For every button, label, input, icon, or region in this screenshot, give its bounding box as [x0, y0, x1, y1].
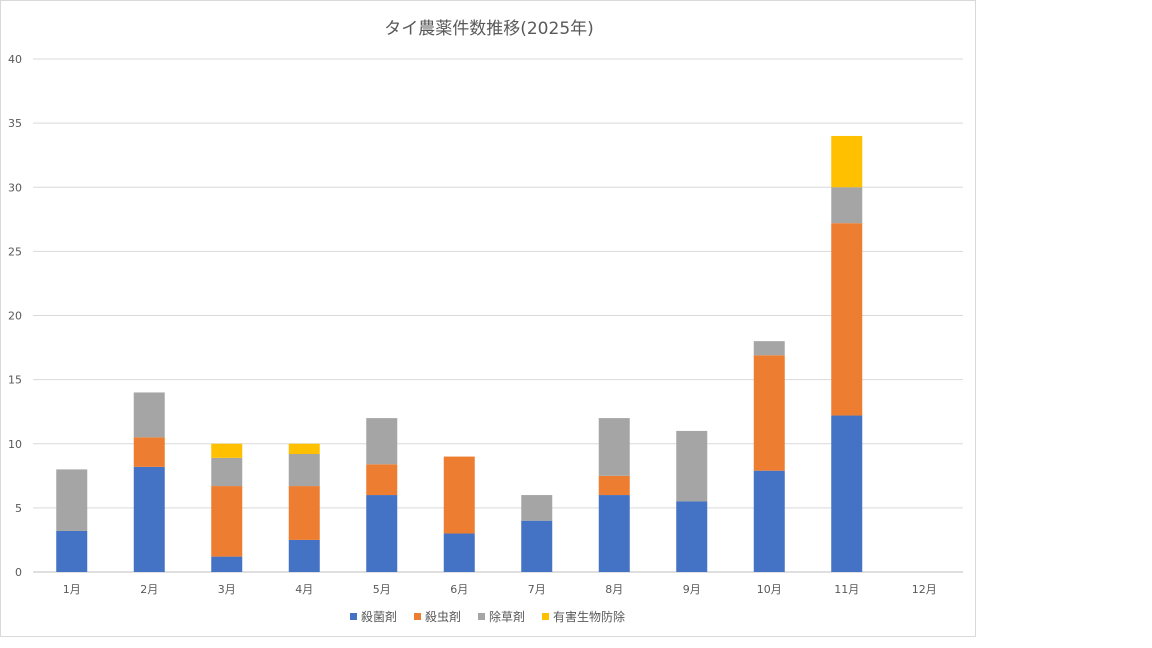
- bar-segment-3-2: [211, 486, 243, 557]
- x-tick-label: 10月: [757, 583, 782, 596]
- bars: [56, 135, 863, 572]
- y-tick-label: 35: [8, 117, 22, 130]
- x-tick-label: 9月: [683, 583, 701, 596]
- legend-swatch-3: [478, 613, 485, 620]
- y-tick-label: 15: [8, 374, 22, 387]
- bar-segment-7-1: [521, 520, 553, 572]
- legend-swatch-4: [542, 613, 549, 620]
- x-tick-label: 11月: [834, 583, 859, 596]
- bar-segment-10-3: [753, 341, 785, 356]
- bar-segment-9-3: [676, 430, 708, 502]
- chart-frame: タイ農薬件数推移(2025年) 0 5 10 15 20 25 30 35 40 1月 2月 3月 4…: [0, 0, 976, 637]
- legend-swatch-2: [414, 613, 421, 620]
- bar-segment-2-1: [133, 466, 165, 572]
- x-tick-label: 12月: [912, 583, 937, 596]
- y-axis-ticks: 0 5 10 15 20 25 30 35 40: [8, 53, 22, 579]
- bar-segment-6-1: [443, 533, 475, 572]
- x-tick-label: 6月: [450, 583, 468, 596]
- bar-segment-6-2: [443, 456, 475, 534]
- bar-segment-8-1: [598, 495, 630, 572]
- legend-label-3: 除草剤: [489, 609, 525, 624]
- bar-segment-5-1: [366, 495, 398, 572]
- bar-segment-3-3: [211, 457, 243, 487]
- bar-segment-7-3: [521, 495, 553, 521]
- legend: 殺菌剤 殺虫剤 除草剤 有害生物防除: [350, 609, 625, 624]
- x-tick-label: 1月: [63, 583, 81, 596]
- bar-segment-4-4: [288, 443, 320, 455]
- y-tick-label: 10: [8, 438, 22, 451]
- bar-segment-2-3: [133, 392, 165, 438]
- bar-segment-11-3: [831, 187, 863, 224]
- bar-segment-1-1: [56, 530, 88, 572]
- y-tick-label: 25: [8, 245, 22, 258]
- y-tick-label: 30: [8, 181, 22, 194]
- bar-segment-5-3: [366, 418, 398, 465]
- legend-swatch-1: [350, 613, 357, 620]
- bar-segment-2-2: [133, 437, 165, 467]
- x-tick-label: 2月: [140, 583, 158, 596]
- legend-label-2: 殺虫剤: [425, 609, 461, 624]
- bar-segment-10-1: [753, 470, 785, 572]
- bar-segment-3-1: [211, 556, 243, 572]
- bar-segment-11-2: [831, 223, 863, 416]
- legend-label-1: 殺菌剤: [361, 609, 397, 624]
- x-axis-ticks: 1月 2月 3月 4月 5月 6月 7月 8月 9月 10月 11月 12月: [63, 583, 937, 596]
- x-tick-label: 7月: [528, 583, 546, 596]
- x-tick-label: 3月: [218, 583, 236, 596]
- bar-segment-4-3: [288, 454, 320, 487]
- bar-segment-10-2: [753, 355, 785, 471]
- y-tick-label: 40: [8, 53, 22, 66]
- bar-segment-9-1: [676, 501, 708, 572]
- legend-label-4: 有害生物防除: [553, 609, 625, 624]
- bar-segment-11-1: [831, 415, 863, 572]
- bar-segment-11-4: [831, 135, 863, 188]
- stacked-bar-chart: タイ農薬件数推移(2025年) 0 5 10 15 20 25 30 35 40 1月 2月 3月 4…: [8, 19, 963, 624]
- bar-segment-4-1: [288, 539, 320, 572]
- bar-segment-5-2: [366, 464, 398, 496]
- x-tick-label: 8月: [605, 583, 623, 596]
- y-tick-label: 0: [15, 566, 22, 579]
- bar-segment-3-4: [211, 443, 243, 458]
- x-tick-label: 5月: [373, 583, 391, 596]
- y-tick-label: 20: [8, 310, 22, 323]
- bar-segment-4-2: [288, 486, 320, 540]
- x-tick-label: 4月: [295, 583, 313, 596]
- bar-segment-8-3: [598, 418, 630, 476]
- bar-segment-1-3: [56, 469, 88, 531]
- gridlines: [33, 58, 963, 573]
- y-tick-label: 5: [15, 502, 22, 515]
- chart-title: タイ農薬件数推移(2025年): [384, 19, 594, 39]
- bar-segment-8-2: [598, 475, 630, 496]
